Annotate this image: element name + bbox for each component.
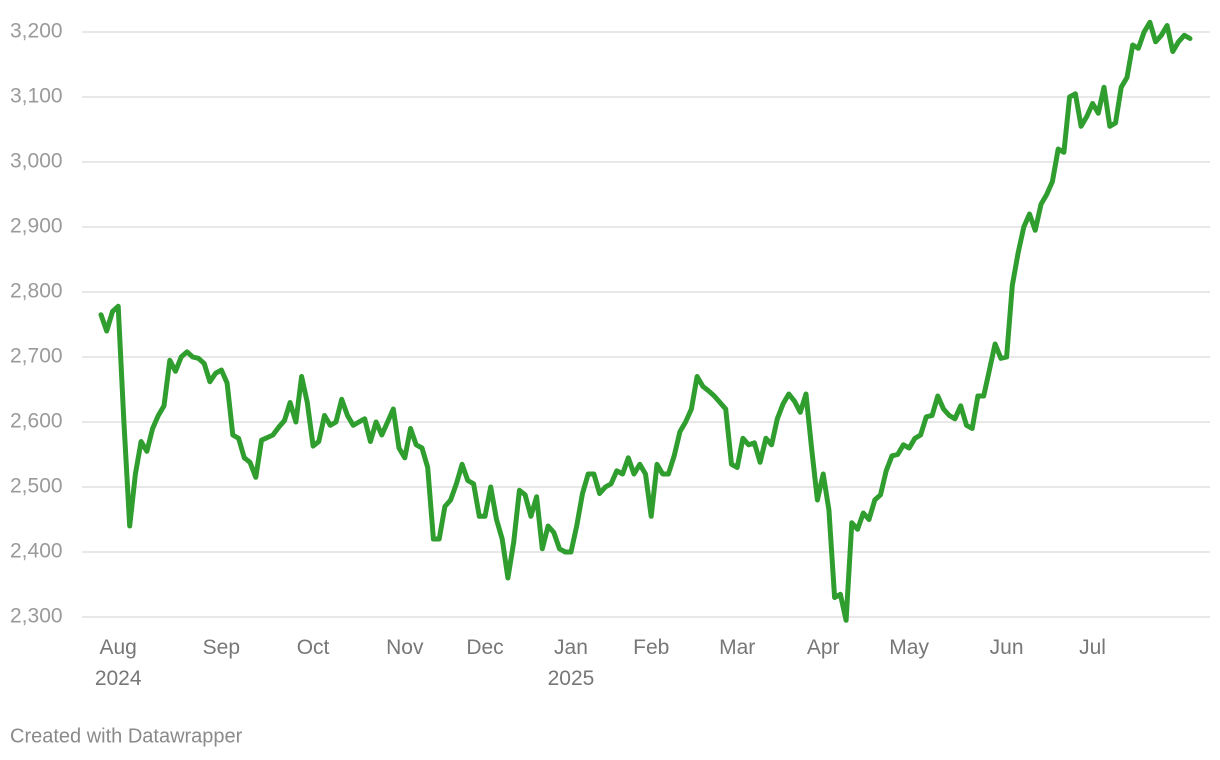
x-tick-label: Mar bbox=[719, 636, 755, 659]
x-tick-label-line: Jun bbox=[990, 636, 1024, 659]
y-tick-label: 2,600 bbox=[10, 410, 63, 433]
y-tick-label: 3,000 bbox=[10, 150, 63, 173]
x-tick-label: Jul bbox=[1079, 636, 1106, 659]
x-tick-label-line: Feb bbox=[633, 636, 669, 659]
x-tick-label: Nov bbox=[386, 636, 424, 659]
x-tick-label-line: Apr bbox=[807, 636, 840, 659]
y-tick-label: 2,400 bbox=[10, 540, 63, 563]
x-tick-label: Jan 2025 bbox=[548, 636, 595, 690]
x-tick-label-line: Oct bbox=[297, 636, 330, 659]
x-tick-label: Dec bbox=[466, 636, 503, 659]
x-tick-label-line: Jan bbox=[554, 636, 588, 659]
x-tick-label: Sep bbox=[203, 636, 240, 659]
x-tick-label: Apr bbox=[807, 636, 840, 659]
y-tick-label: 3,200 bbox=[10, 20, 63, 43]
x-tick-label: Jun bbox=[990, 636, 1024, 659]
y-tick-label: 2,500 bbox=[10, 475, 63, 498]
x-tick-label-line: Dec bbox=[466, 636, 503, 659]
x-tick-label-line: Aug bbox=[100, 636, 137, 659]
x-tick-label: May bbox=[889, 636, 929, 659]
y-tick-label: 2,300 bbox=[10, 605, 63, 628]
x-tick-label: Oct bbox=[297, 636, 330, 659]
x-tick-label-line: May bbox=[889, 636, 929, 659]
x-tick-label-line: Sep bbox=[203, 636, 240, 659]
x-tick-label-line: Mar bbox=[719, 636, 755, 659]
x-tick-label-line: 2024 bbox=[95, 667, 142, 690]
line bbox=[98, 19, 1193, 623]
x-tick-label-line: 2025 bbox=[548, 667, 595, 690]
x-tick-label: Feb bbox=[633, 636, 669, 659]
footer: Created with Datawrapper bbox=[10, 725, 243, 747]
y-tick-label: 3,100 bbox=[10, 85, 63, 108]
y-tick-label: 2,800 bbox=[10, 280, 63, 303]
x-tick-label: Aug 2024 bbox=[95, 636, 142, 690]
x-tick-label-line: Jul bbox=[1079, 636, 1106, 659]
y-tick-label: 2,700 bbox=[10, 345, 63, 368]
y-tick-label: 2,900 bbox=[10, 215, 63, 238]
x-tick-label-line: Nov bbox=[386, 636, 424, 659]
